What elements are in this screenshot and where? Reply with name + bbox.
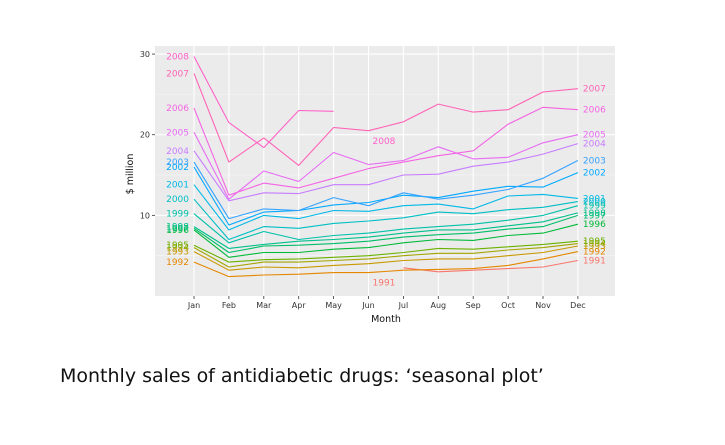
y-axis-title: $ million (125, 154, 136, 195)
series-line-2003 (193, 160, 579, 220)
series-line-1992 (193, 251, 579, 278)
y-tick-label: 30 (140, 50, 150, 59)
right-year-label-1997: 1997 (583, 211, 606, 221)
left-year-label-2007: 2007 (166, 69, 189, 79)
series-line-2004 (193, 143, 579, 202)
x-tick-label: Jan (187, 301, 200, 310)
right-year-label-2003: 2003 (583, 157, 606, 167)
left-year-label-2005: 2005 (166, 128, 189, 138)
right-year-label-1995: 1995 (583, 237, 606, 247)
slide-caption: Monthly sales of antidiabetic drugs: ‘se… (60, 365, 544, 387)
series-line-2005 (193, 132, 579, 200)
series-line-2007 (193, 73, 578, 166)
series-line-1996 (193, 223, 579, 258)
right-year-label-2005: 2005 (583, 131, 606, 141)
mid-year-label-2008: 2008 (373, 137, 396, 147)
y-axis-label: $ million (125, 154, 136, 195)
y-tick-label: 10 (140, 211, 150, 220)
x-tick-label: Feb (222, 301, 236, 310)
right-year-label-2004: 2004 (583, 140, 606, 150)
left-year-label-1993: 1993 (166, 248, 189, 258)
x-tick-label: Sep (466, 301, 481, 310)
series-line-1991 (403, 259, 579, 273)
x-tick-label: Nov (535, 301, 551, 310)
x-tick-label: Dec (570, 301, 585, 310)
series-line-2006 (193, 106, 578, 196)
x-tick-label: Jul (398, 301, 409, 310)
right-year-label-2001: 2001 (583, 194, 606, 204)
x-tick-label: Jun (361, 301, 375, 310)
series-line-1999 (193, 205, 579, 244)
series-lines (193, 56, 579, 278)
right-year-label-1999: 1999 (583, 202, 606, 212)
left-year-label-2008: 2008 (166, 52, 189, 62)
left-year-label-2000: 2000 (166, 195, 189, 205)
right-year-label-1998: 1998 (583, 209, 606, 219)
series-line-1994 (193, 243, 578, 268)
right-year-label-1991: 1991 (583, 257, 606, 267)
right-year-label-2002: 2002 (583, 169, 606, 179)
right-year-label-1996: 1996 (583, 220, 606, 230)
right-year-label-2000: 2000 (583, 198, 606, 208)
series-line-1998 (193, 212, 579, 249)
series-line-1993 (193, 245, 579, 271)
left-year-label-1994: 1994 (166, 244, 189, 254)
right-year-label-1992: 1992 (583, 248, 606, 258)
series-line-1995 (193, 240, 578, 263)
y-axis: 10 20 30 (140, 50, 155, 220)
x-tick-label: Aug (430, 301, 446, 310)
series-line-2001 (193, 184, 578, 231)
y-tick-label: 20 (140, 131, 150, 140)
left-year-label-1995: 1995 (166, 241, 189, 251)
x-axis-label: Month (371, 314, 401, 325)
right-year-label-2007: 2007 (583, 85, 606, 95)
left-year-label-1998: 1998 (166, 223, 189, 233)
x-tick-label: Apr (292, 301, 307, 310)
left-year-label-1992: 1992 (166, 258, 189, 268)
grid-lines (155, 46, 615, 296)
x-axis: Jan Feb Mar Apr May Jun Jul Aug Sep Oct Nov Dec (187, 296, 586, 310)
left-year-label-2003: 2003 (166, 158, 189, 168)
x-tick-label: May (325, 301, 342, 310)
left-year-label-2004: 2004 (166, 147, 189, 157)
mid-year-label-1991: 1991 (373, 278, 396, 288)
right-year-label-1993: 1993 (583, 242, 606, 252)
left-year-label-2002: 2002 (166, 163, 189, 173)
left-year-label-1999: 1999 (166, 210, 189, 220)
x-tick-label: Mar (256, 301, 272, 310)
series-line-1997 (193, 214, 579, 254)
left-year-label-2006: 2006 (166, 104, 189, 114)
series-line-2000 (193, 198, 578, 241)
left-year-label-2001: 2001 (166, 181, 189, 191)
series-line-2008 (193, 56, 334, 149)
left-year-label-1996: 1996 (166, 226, 189, 236)
right-year-label-2006: 2006 (583, 106, 606, 116)
left-year-label-1997: 1997 (166, 224, 189, 234)
right-year-label-1994: 1994 (583, 240, 606, 250)
x-tick-label: Oct (501, 301, 515, 310)
